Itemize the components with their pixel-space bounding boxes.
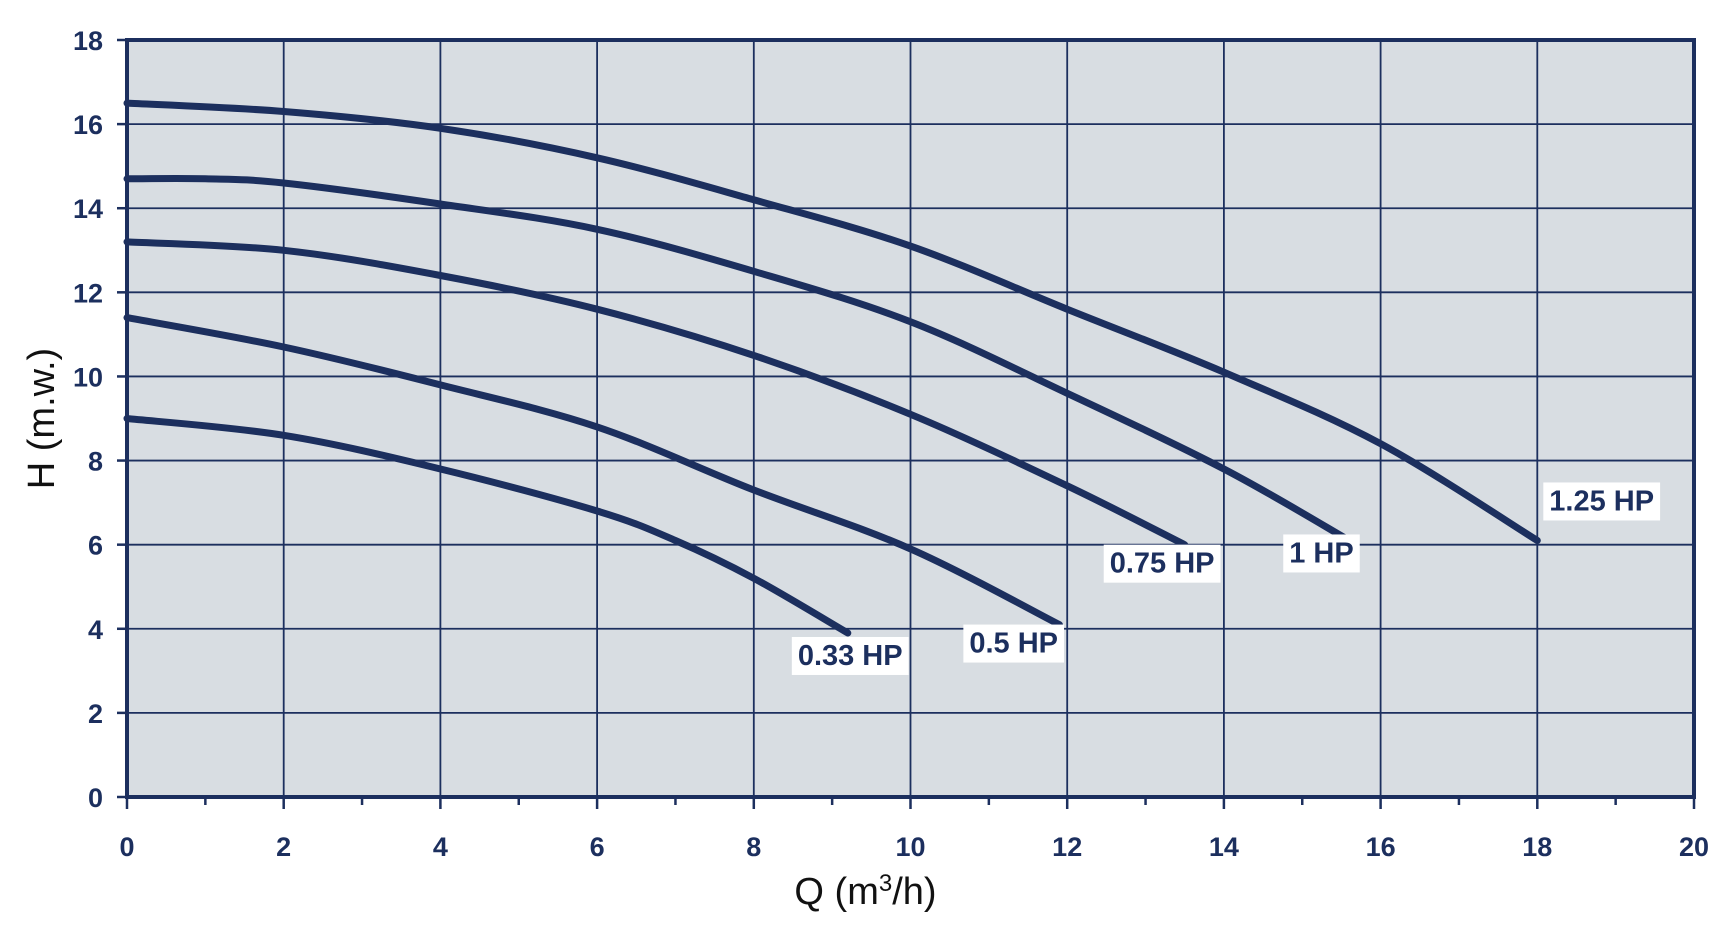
series-label-text: 0.5 HP bbox=[969, 628, 1058, 660]
series-label-bg bbox=[791, 636, 909, 675]
series-label-0-75-hp: 0.75 HP bbox=[1103, 544, 1221, 583]
x-axis-label-main: Q (m bbox=[794, 871, 878, 913]
series-line-0-75-hp bbox=[123, 238, 1189, 549]
series-line-1-hp bbox=[123, 174, 1353, 544]
grid bbox=[127, 40, 1694, 797]
y-tick-label: 4 bbox=[88, 615, 103, 645]
series-label-0-33-hp: 0.33 HP bbox=[791, 636, 909, 675]
series-label-bg bbox=[1103, 544, 1221, 583]
x-tick-label: 16 bbox=[1366, 832, 1396, 862]
x-tick-label: 18 bbox=[1522, 832, 1552, 862]
series-label-text: 0.75 HP bbox=[1110, 548, 1215, 580]
series-label-text: 0.33 HP bbox=[798, 640, 903, 672]
y-tick-label: 16 bbox=[73, 110, 103, 140]
y-tick-label: 0 bbox=[88, 783, 103, 813]
x-axis-label-tail: /h) bbox=[892, 871, 936, 913]
x-tick-label: 6 bbox=[590, 832, 605, 862]
x-axis-label-sup: 3 bbox=[879, 870, 892, 897]
series-line-0-5-hp bbox=[123, 314, 1063, 629]
series-line-1-25-hp bbox=[123, 99, 1541, 544]
x-tick-label: 12 bbox=[1052, 832, 1082, 862]
series-label-1-25-hp: 1.25 HP bbox=[1543, 482, 1661, 521]
series-label-1-hp: 1 HP bbox=[1283, 534, 1360, 573]
y-tick-label: 2 bbox=[88, 699, 103, 729]
x-tick-label: 14 bbox=[1209, 832, 1239, 862]
y-tick-label: 18 bbox=[73, 26, 103, 56]
series-labels: 0.33 HP 0.5 HP 0.75 HP 1 HP 1.25 HP bbox=[791, 482, 1661, 675]
series-label-bg bbox=[1543, 482, 1661, 521]
y-tick-label: 6 bbox=[88, 531, 103, 561]
x-tick-label: 2 bbox=[276, 832, 291, 862]
series-line-0-33-hp bbox=[123, 415, 852, 637]
series-label-0-5-hp: 0.5 HP bbox=[963, 624, 1065, 663]
y-tick-label: 8 bbox=[88, 447, 103, 477]
y-tick-label: 10 bbox=[73, 362, 103, 392]
x-tick-label: 10 bbox=[895, 832, 925, 862]
y-axis-label: H (m.w.) bbox=[21, 348, 63, 489]
x-tick-label: 8 bbox=[746, 832, 761, 862]
series-label-bg bbox=[963, 624, 1065, 663]
x-tick-label: 4 bbox=[433, 832, 448, 862]
x-tick-label: 20 bbox=[1679, 832, 1709, 862]
series-label-bg bbox=[1283, 534, 1360, 573]
x-tick-label: 0 bbox=[119, 832, 134, 862]
y-tick-label: 14 bbox=[73, 194, 103, 224]
x-axis-label: Q (m3/h) bbox=[794, 870, 936, 914]
series-lines bbox=[123, 99, 1541, 637]
series-label-text: 1.25 HP bbox=[1549, 485, 1654, 517]
series-label-text: 1 HP bbox=[1289, 537, 1353, 569]
y-tick-label: 12 bbox=[73, 278, 103, 308]
